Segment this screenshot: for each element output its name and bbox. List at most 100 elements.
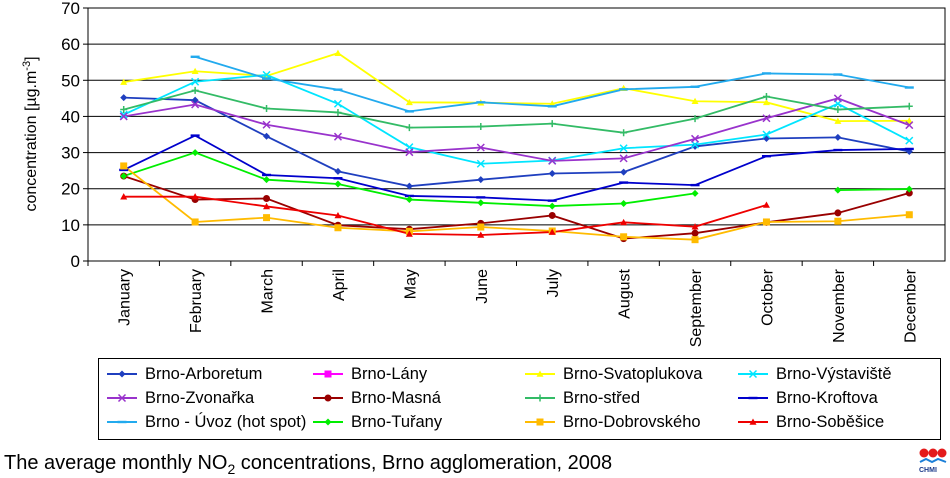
data-point [263, 214, 271, 222]
data-point [748, 396, 758, 400]
legend-swatch [738, 396, 768, 400]
data-point [834, 117, 842, 124]
data-point [405, 182, 413, 190]
y-tick-label: 40 [61, 107, 80, 126]
data-point [404, 194, 414, 198]
data-point [333, 99, 342, 108]
data-point [762, 218, 770, 226]
legend-swatch [313, 394, 343, 402]
data-point [405, 124, 413, 132]
data-point [691, 189, 699, 197]
legend-item: Brno-Tuřany [311, 411, 442, 433]
data-point [619, 181, 629, 184]
data-point [547, 199, 557, 202]
legend-label: Brno-Lány [351, 364, 428, 383]
data-point [263, 132, 271, 140]
data-point [120, 172, 128, 180]
series-line [837, 188, 910, 192]
data-point [477, 123, 485, 131]
legend-label: Brno-Výstaviště [776, 364, 892, 383]
figure-caption: The average monthly NO2 concentrations, … [4, 452, 612, 477]
data-point [324, 394, 332, 402]
y-axis-title-end: ] [23, 56, 40, 60]
chmi-logo-text: CHMI [919, 467, 937, 474]
y-axis-title-sup: -3 [21, 61, 33, 71]
data-point [834, 133, 842, 141]
x-tick-label: December [902, 268, 919, 342]
data-point [691, 134, 700, 143]
series-line [123, 96, 910, 188]
legend-item: Brno-Arboretum [105, 363, 262, 385]
chart: 0 10 20 30 40 50 60 70 January February March Apri… [61, 0, 946, 347]
data-point [536, 418, 544, 426]
data-point [620, 233, 628, 241]
data-point [762, 98, 770, 106]
legend-label: Brno-Soběšice [776, 412, 885, 431]
gridlines [88, 43, 945, 226]
data-point [905, 117, 913, 124]
legend-swatch [107, 420, 137, 424]
series-line [123, 73, 910, 165]
data-point [620, 218, 628, 226]
data-point [691, 97, 699, 105]
legend-item: Brno-Lány [311, 363, 427, 385]
y-tick-label: 20 [61, 180, 80, 199]
data-point [405, 148, 414, 157]
data-point [191, 193, 199, 200]
data-point [548, 202, 556, 210]
x-tick-label: April [331, 269, 348, 301]
data-point [262, 77, 272, 80]
data-point [536, 394, 544, 402]
data-point [690, 183, 700, 187]
legend-label: Brno-střed [563, 388, 641, 407]
data-point [620, 200, 628, 208]
data-point [476, 159, 485, 168]
data-point [619, 154, 628, 163]
data-point [834, 209, 842, 217]
data-point [548, 120, 556, 128]
legend-label: Brno-Arboretum [145, 364, 263, 383]
legend-swatch [738, 369, 768, 379]
data-point [118, 370, 126, 378]
data-point [191, 77, 200, 86]
data-point [334, 49, 342, 56]
data-point [477, 176, 485, 184]
legend-item: Brno-Dobrovského [523, 411, 701, 433]
plot-area [87, 7, 946, 262]
data-point [905, 185, 913, 193]
legend-swatch [525, 394, 555, 402]
data-point [833, 94, 842, 103]
data-point [334, 167, 342, 175]
legend-swatch [313, 370, 343, 378]
data-point [748, 369, 758, 379]
data-point [405, 98, 413, 106]
x-tick-label: September [688, 268, 705, 347]
series-line [123, 97, 910, 162]
data-point [477, 199, 485, 207]
data-point [833, 73, 843, 76]
caption-post: concentrations, Brno agglomeration, 2008 [235, 452, 613, 474]
data-point [119, 110, 128, 119]
data-point [262, 70, 271, 79]
y-tick-label: 10 [61, 216, 80, 235]
legend-item: Brno-Výstaviště [736, 363, 892, 385]
data-point [333, 88, 343, 91]
data-point [263, 176, 271, 184]
series-line [123, 134, 910, 202]
data-point [834, 106, 842, 114]
y-tick-label: 50 [61, 71, 80, 90]
data-point [691, 142, 699, 150]
caption-sub: 2 [227, 461, 236, 477]
data-point [334, 224, 342, 232]
legend-swatch [107, 370, 137, 378]
data-point [762, 93, 770, 101]
data-point [619, 144, 628, 153]
legend-swatch [525, 370, 555, 377]
data-point [620, 129, 628, 137]
series-markers [119, 49, 914, 244]
data-point [619, 88, 629, 91]
legend-item: Brno-Masná [311, 387, 441, 409]
x-tick-label: February [188, 269, 205, 333]
data-point [834, 186, 842, 194]
data-point [190, 134, 200, 137]
